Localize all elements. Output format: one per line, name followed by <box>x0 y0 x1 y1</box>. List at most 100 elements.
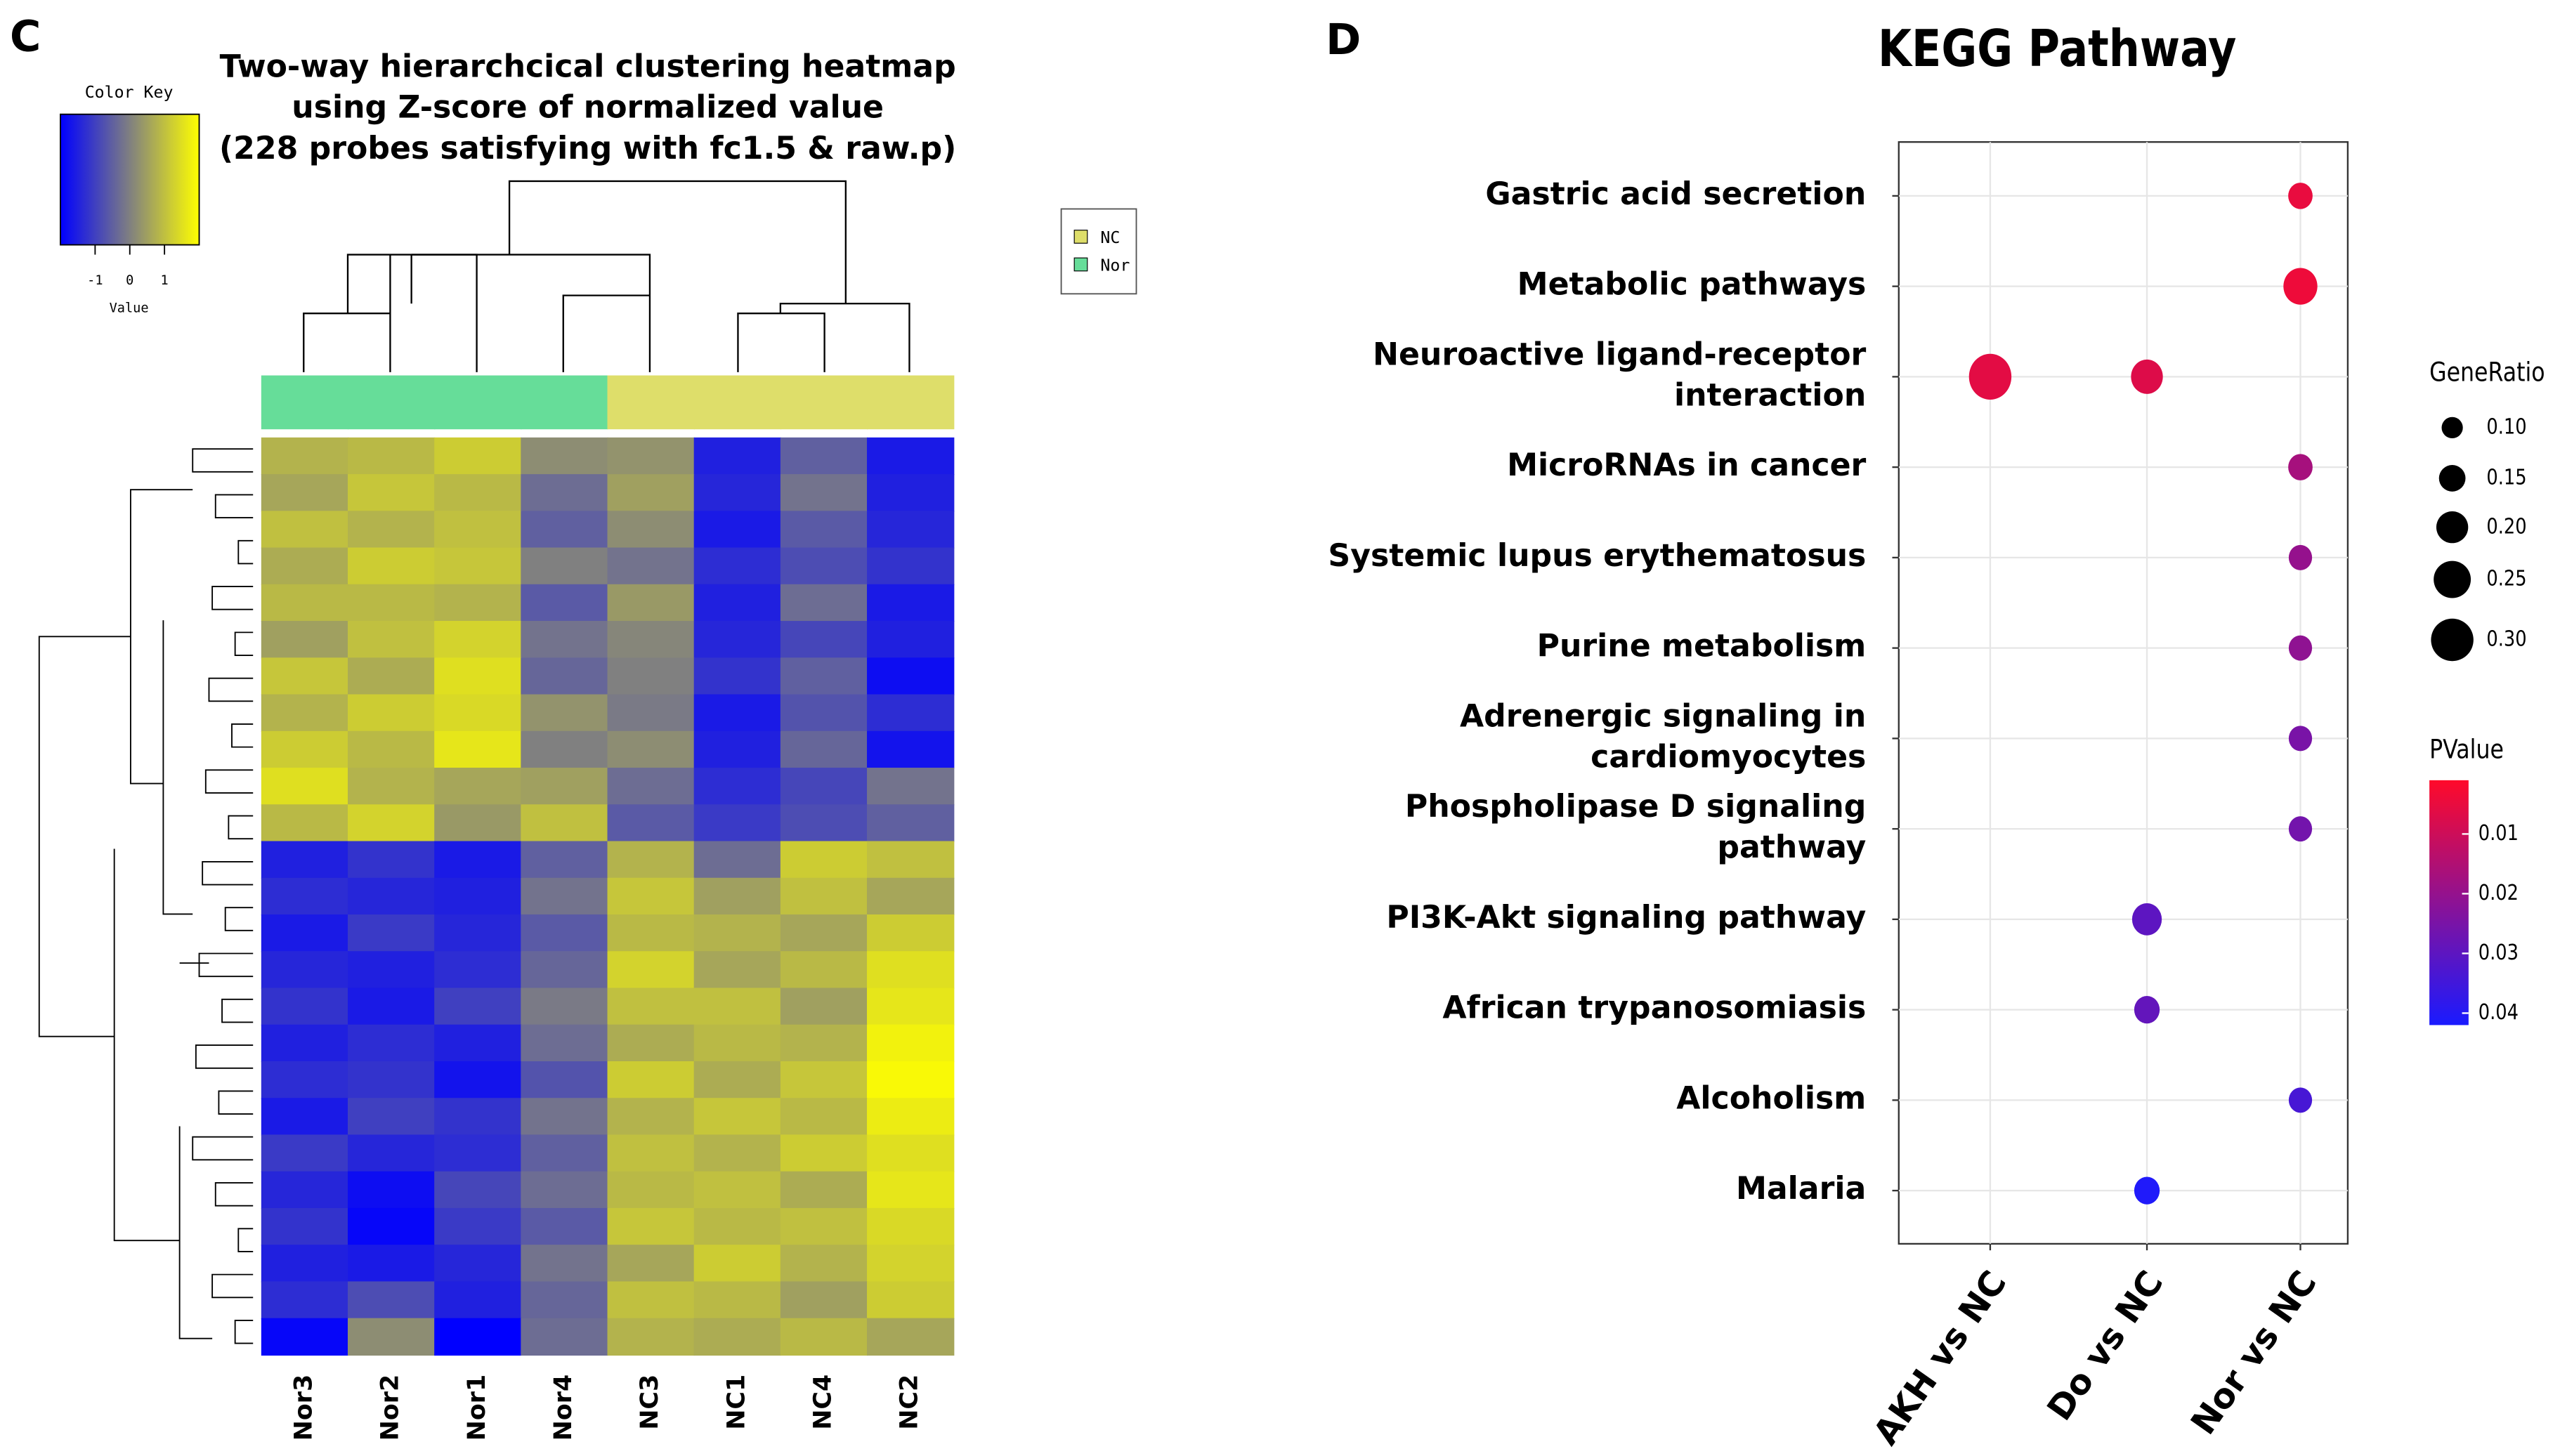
heatmap-cell <box>867 951 955 989</box>
heatmap-cell <box>867 1281 955 1319</box>
y-tick-label: PI3K-Akt signaling pathway <box>1386 900 1866 936</box>
color-legend-label: 0.03 <box>2479 940 2519 965</box>
heatmap-cell <box>693 1245 782 1283</box>
heatmap-cell <box>867 877 955 916</box>
heatmap-cell <box>348 914 436 952</box>
heatmap-cell <box>867 474 955 512</box>
heatmap-cell <box>780 1318 868 1356</box>
column-label: NC2 <box>896 1375 924 1430</box>
dendrogram-branch <box>192 448 254 473</box>
heatmap-cell <box>693 547 782 585</box>
color-legend-label: 0.02 <box>2479 880 2519 905</box>
heatmap-cell <box>348 584 436 622</box>
heatmap-cell <box>693 474 782 512</box>
color-legend-label: 0.04 <box>2479 999 2519 1025</box>
y-tick-label: Malaria <box>1736 1171 1866 1207</box>
dot <box>2288 1087 2313 1113</box>
heatmap-cell <box>607 951 695 989</box>
heatmap-cell <box>261 804 349 842</box>
heatmap-cell <box>693 621 782 659</box>
heatmap-cell <box>867 1134 955 1172</box>
heatmap-cell <box>521 584 608 622</box>
heatmap-cell <box>780 1207 868 1246</box>
heatmap-cell <box>434 951 522 989</box>
column-label: NC1 <box>722 1375 750 1430</box>
heatmap-cell <box>434 547 522 585</box>
heatmap-cell <box>521 511 608 549</box>
dendrogram-branch <box>234 631 254 656</box>
heatmap-cell <box>434 768 522 806</box>
heatmap-cell <box>693 657 782 695</box>
heatmap-cell <box>693 1281 782 1319</box>
heatmap-cell <box>693 841 782 879</box>
heatmap-cell <box>867 988 955 1025</box>
heatmap-cell <box>434 877 522 916</box>
dot <box>2131 903 2162 936</box>
column-group-bar <box>434 375 522 430</box>
color-key-tick-label: 0 <box>126 273 133 288</box>
heatmap-cell <box>348 804 436 842</box>
heatmap-cell <box>867 1245 955 1283</box>
heatmap-cell <box>693 804 782 842</box>
heatmap-cell <box>434 584 522 622</box>
heatmap-cell <box>521 1281 608 1319</box>
y-tick-label: Metabolic pathways <box>1517 267 1867 303</box>
heatmap-cell <box>607 547 695 585</box>
heatmap-cell <box>693 914 782 952</box>
heatmap-cell <box>434 1098 522 1136</box>
dot <box>2131 359 2163 394</box>
heatmap-cell <box>521 547 608 585</box>
heatmap-cell <box>434 621 522 659</box>
heatmap-cell <box>348 1281 436 1319</box>
heatmap-cell <box>434 730 522 769</box>
heatmap-cell <box>867 1207 955 1246</box>
color-legend-bar <box>2429 780 2469 1025</box>
dendrogram-branch <box>211 586 254 610</box>
dendrogram-branch <box>237 1228 254 1252</box>
heatmap-cell <box>867 621 955 659</box>
dot <box>1968 353 2012 400</box>
heatmap-cell <box>348 1245 436 1283</box>
heatmap-cell <box>867 804 955 842</box>
heatmap-cell <box>521 768 608 806</box>
legend-label: NC <box>1100 228 1120 247</box>
chart-title: using Z-score of normalized value <box>292 90 884 126</box>
heatmap-cell <box>780 1134 868 1172</box>
dendrogram-branch <box>204 769 254 794</box>
size-legend-label: 0.25 <box>2486 566 2526 591</box>
heatmap-cell <box>434 1245 522 1283</box>
dot <box>2288 816 2313 842</box>
y-tick-label: African trypanosomiasis <box>1442 990 1866 1026</box>
dendrogram-branch <box>224 907 254 931</box>
size-legend-title: GeneRatio <box>2429 358 2545 388</box>
heatmap-cell <box>780 804 868 842</box>
y-tick-label: Adrenergic signaling in <box>1460 698 1866 734</box>
heatmap-cell <box>521 877 608 916</box>
row-dendrogram <box>38 448 254 1344</box>
color-key-label: Value <box>110 301 149 316</box>
heatmap-cell <box>867 437 955 476</box>
heatmap-cell <box>348 1207 436 1246</box>
y-tick-label: MicroRNAs in cancer <box>1507 447 1866 483</box>
heatmap-cell <box>434 474 522 512</box>
heatmap-cell <box>693 768 782 806</box>
column-group-bar <box>348 375 436 430</box>
heatmap-cell <box>867 730 955 769</box>
column-label: Nor3 <box>289 1375 318 1441</box>
dendrogram-branch <box>218 1090 254 1115</box>
legend-label: Nor <box>1100 256 1130 275</box>
y-tick-label: pathway <box>1717 829 1866 865</box>
heatmap-cell <box>521 1245 608 1283</box>
heatmap-cell <box>434 1207 522 1246</box>
heatmap-cell <box>521 1134 608 1172</box>
x-tick-label: Nor vs NC <box>2183 1264 2325 1442</box>
heatmap-cell <box>521 988 608 1025</box>
column-label: Nor1 <box>463 1375 491 1441</box>
dendrogram-branch <box>228 815 254 840</box>
heatmap-cell <box>521 621 608 659</box>
size-legend-dot <box>2431 618 2474 662</box>
heatmap-cell <box>434 1024 522 1063</box>
dot <box>2288 635 2313 661</box>
y-tick-label: Alcoholism <box>1676 1080 1866 1116</box>
